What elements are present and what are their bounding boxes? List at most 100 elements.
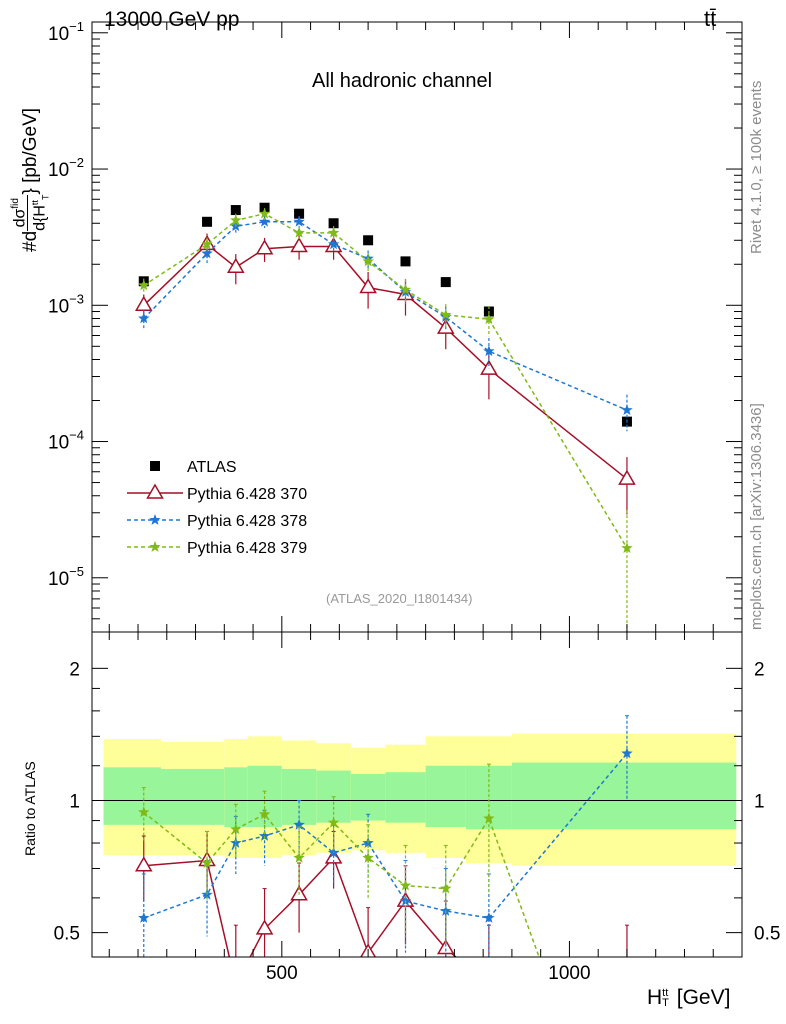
main-point-atlas — [294, 208, 305, 219]
ratio-y-tick-label: 1 — [69, 791, 80, 812]
ratio-point-pythia-6-428-379 — [327, 816, 340, 828]
ratio-y-tick-label-right: 0.5 — [754, 924, 780, 945]
main-point-pythia-6-428-379 — [293, 226, 305, 238]
main-point-pythia-6-428-379 — [440, 308, 452, 320]
ratio-point-pythia-6-428-379 — [230, 823, 242, 835]
ratio-y-tick-label: 2 — [69, 659, 80, 680]
main-y-tick-exponent: −4 — [69, 428, 84, 443]
main-point-pythia-6-428-379 — [258, 207, 271, 219]
main-point-pythia-6-428-378 — [327, 238, 340, 250]
main-point-pythia-6-428-379 — [230, 214, 242, 226]
ratio-point-pythia-6-428-379 — [483, 812, 495, 824]
ratio-line-pythia-6-428-378 — [143, 752, 628, 919]
ratio-point-pythia-6-428-379 — [258, 808, 271, 820]
main-y-tick-exponent: −3 — [69, 291, 84, 306]
panel-frames: 10−1 10−2 10−3 10−4 10−5 2 2 1 1 0.5 0.5 500 1000 — [48, 19, 780, 984]
ratio-series-group — [134, 715, 633, 957]
main-point-pythia-6-428-378 — [621, 404, 633, 415]
main-line-pythia-6-428-379 — [143, 212, 628, 549]
main-point-pythia-6-428-378 — [201, 247, 213, 259]
main-line-pythia-6-428-378 — [143, 221, 628, 411]
main-point-pythia-6-428-370 — [290, 237, 308, 253]
main-y-tick-label: 10−5 — [48, 564, 84, 590]
xlabel-sub: T — [662, 997, 669, 1010]
main-point-pythia-6-428-370 — [359, 278, 377, 294]
xlabel-main: H — [647, 986, 663, 1009]
main-y-tick-exponent: −5 — [69, 564, 84, 579]
ratio-point-pythia-6-428-379 — [362, 851, 374, 863]
chart-title: All hadronic channel — [312, 70, 493, 92]
legend-marker-pythia-6-428-378 — [149, 514, 161, 525]
rivet-version-label: Rivet 4.1.0, ≥ 100k events — [748, 80, 765, 254]
ratio-point-pythia-6-428-379 — [138, 806, 150, 818]
ratio-point-pythia-6-428-378 — [138, 912, 150, 923]
main-point-pythia-6-428-370 — [227, 257, 245, 274]
main-point-atlas — [259, 202, 270, 213]
energy-label: 13000 GeV pp — [104, 8, 240, 31]
main-point-pythia-6-428-370 — [255, 239, 274, 255]
ratio-panel-marks — [134, 715, 633, 957]
main-y-tick-exponent: −1 — [69, 19, 84, 34]
ratio-y-tick-label-right: 2 — [754, 659, 765, 680]
ratio-point-pythia-6-428-378 — [483, 912, 495, 923]
main-y-tick-exponent: −2 — [69, 155, 84, 170]
main-y-tick-label: 10−1 — [48, 19, 84, 45]
xlabel-sup: tt — [662, 987, 669, 1000]
analysis-tag: (ATLAS_2020_I1801434) — [326, 591, 473, 606]
main-point-pythia-6-428-378 — [483, 345, 495, 357]
ylabel-numerator-sup: fid — [10, 198, 21, 209]
ratio-band-inner — [103, 767, 162, 825]
ratio-point-pythia-6-428-379 — [440, 882, 452, 894]
ratio-point-pythia-6-428-378 — [258, 830, 271, 841]
legend: ATLAS Pythia 6.428 370 Pythia 6.428 378 Pyt… — [127, 459, 307, 557]
ratio-point-pythia-6-428-378 — [621, 747, 633, 759]
ratio-frame — [91, 631, 743, 958]
legend-label-pythia-6-428-378: Pythia 6.428 378 — [187, 513, 307, 530]
main-series-group — [134, 202, 636, 632]
ylabel-denominator-sub: T — [40, 194, 51, 201]
main-point-pythia-6-428-379 — [399, 283, 412, 295]
legend-marker-pythia-6-428-379 — [149, 541, 161, 552]
ratio-y-tick-label: 0.5 — [54, 924, 80, 945]
ratio-point-pythia-6-428-379 — [399, 879, 412, 891]
ratio-band-inner — [511, 762, 737, 830]
ratio-y-tick-label-right: 1 — [754, 791, 765, 812]
mcplots-label: mcplots.cern.ch [arXiv:1306.3436] — [748, 403, 765, 630]
ratio-y-axis-label: Ratio to ATLAS — [22, 761, 38, 856]
ratio-point-pythia-6-428-370 — [255, 919, 274, 935]
main-y-tick-label: 10−2 — [48, 155, 84, 181]
ratio-point-pythia-6-428-370 — [134, 856, 153, 872]
ratio-point-pythia-6-428-379 — [293, 851, 305, 863]
ratio-band-inner — [224, 767, 248, 828]
main-point-atlas — [440, 277, 451, 288]
ylabel-prefix: #d — [19, 230, 41, 252]
main-point-pythia-6-428-379 — [138, 279, 150, 291]
x-tick-label: 1000 — [548, 963, 590, 984]
main-point-atlas — [400, 256, 411, 267]
legend-marker-pythia-6-428-370 — [146, 483, 164, 499]
ratio-band-inner — [425, 765, 466, 828]
ratio-uncertainty-bands — [92, 733, 742, 866]
main-panel-marks — [134, 202, 636, 632]
ylabel-unit: } [pb/GeV] — [19, 107, 41, 195]
ylabel-numerator: dσ — [11, 208, 29, 228]
ratio-point-pythia-6-428-379 — [201, 857, 213, 868]
main-point-pythia-6-428-370 — [480, 359, 498, 375]
main-point-pythia-6-428-379 — [327, 226, 340, 238]
main-point-pythia-6-428-378 — [293, 215, 305, 227]
main-point-pythia-6-428-370 — [618, 469, 636, 485]
ylabel-denominator-sup: tt — [30, 200, 41, 206]
main-point-pythia-6-428-378 — [258, 215, 271, 227]
main-point-pythia-6-428-379 — [483, 313, 495, 325]
main-point-pythia-6-428-378 — [138, 312, 150, 324]
main-point-pythia-6-428-379 — [201, 238, 213, 250]
ratio-point-pythia-6-428-378 — [230, 837, 242, 848]
x-tick-label: 500 — [266, 963, 298, 984]
ratio-band-inner — [350, 773, 386, 821]
ratio-band-inner — [161, 768, 225, 825]
main-y-axis-label: #d dσfid d{HttT} [pb/GeV] — [8, 22, 51, 252]
main-point-atlas — [230, 205, 241, 216]
xlabel-unit: [GeV] — [670, 986, 731, 1009]
